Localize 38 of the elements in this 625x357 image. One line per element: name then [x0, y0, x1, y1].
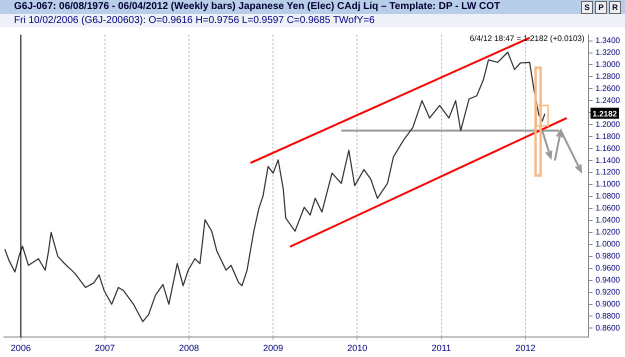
y-tick-label: 1.1400 [596, 156, 621, 165]
y-tick-label: 1.2800 [596, 72, 621, 81]
chart-title: G6J-067: 06/08/1976 - 06/04/2012 (Weekly bars) Japanese Yen (Elec) CAdj Liq – Template: DP - LW COT [13, 1, 500, 12]
text: P [595, 1, 607, 14]
y-tick-label: 0.8600 [596, 323, 621, 332]
text: R [609, 1, 621, 14]
y-tick-label: 0.9000 [596, 299, 621, 308]
y-tick-label: 1.0600 [596, 204, 621, 213]
x-tick-label: 2006 [10, 343, 31, 354]
x-tick-label: 2012 [515, 343, 536, 354]
chart-subtitle: Fri 10/02/2006 (G6J-200603): O=0.9616 H=0.9756 L=0.9597 C=0.9685 TWofY=6 [0, 14, 625, 27]
y-tick-label: 0.8800 [596, 311, 621, 320]
y-tick-label: 0.9800 [596, 252, 621, 261]
y-tick-label: 0.9400 [596, 276, 621, 285]
x-tick-label: 2007 [94, 343, 115, 354]
y-tick-label: 1.0400 [596, 216, 621, 225]
y-tick-label: 1.1600 [596, 144, 621, 153]
x-tick-label: 2009 [263, 343, 284, 354]
y-tick-label: 0.9600 [596, 264, 621, 273]
y-tick-label: 1.1200 [596, 168, 621, 177]
y-tick-label: 1.1800 [596, 132, 621, 141]
x-tick-label: 2011 [432, 343, 452, 354]
y-tick-label: 1.1000 [596, 180, 621, 189]
x-tick-label: 2008 [179, 343, 200, 354]
y-tick-label: 1.0200 [596, 228, 621, 237]
y-tick-label: 1.3400 [596, 36, 621, 45]
text: S [581, 1, 593, 14]
y-tick-label: 1.0800 [596, 192, 621, 201]
x-tick-label: 2010 [347, 343, 368, 354]
y-tick-label: 1.3200 [596, 48, 621, 57]
y-tick-label: 0.9200 [596, 287, 621, 296]
y-tick-label: 1.2000 [596, 120, 621, 129]
annotation: 6/4/12 18:47 = 1.2182 (+0.0103) [470, 34, 585, 43]
annotation: 1.2182 [592, 110, 618, 119]
y-tick-label: 1.0000 [596, 240, 621, 249]
y-tick-label: 1.2600 [596, 84, 621, 93]
y-tick-label: 1.2400 [596, 96, 621, 105]
y-tick-label: 1.3000 [596, 60, 621, 69]
